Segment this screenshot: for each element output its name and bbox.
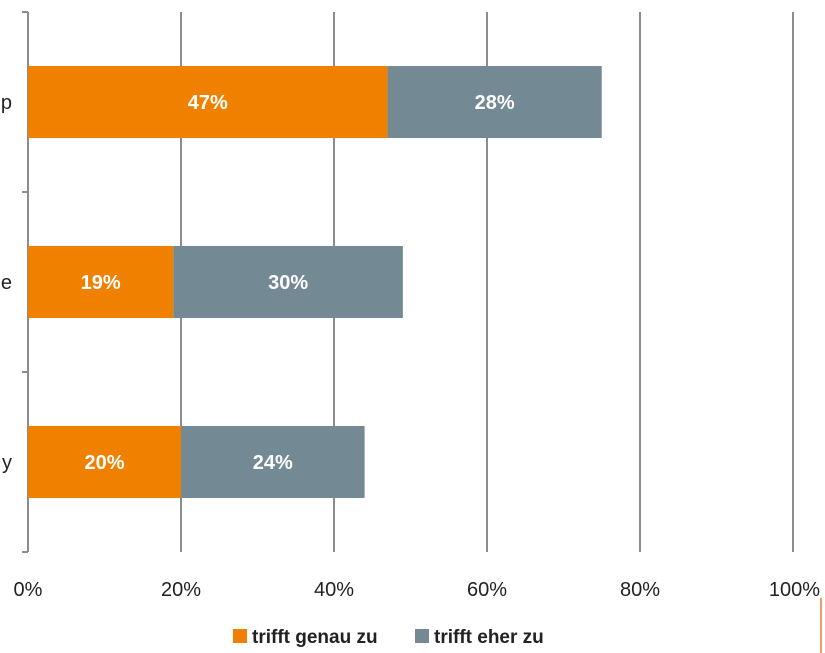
edge-decoration: [820, 598, 825, 653]
bar-1-1: [173, 246, 403, 318]
legend-swatch: [415, 629, 429, 643]
x-tick-label: 20%: [161, 579, 201, 601]
data-label: 47%: [188, 92, 228, 114]
category-label: p: [1, 92, 12, 114]
x-tick-label: 100%: [769, 579, 820, 601]
x-tick-label: 80%: [620, 579, 660, 601]
bar-1-0: [387, 66, 602, 138]
bars: 47% 28% 19% 30% 20% 24%: [28, 66, 602, 498]
bar-0-0: [28, 66, 388, 138]
x-tick-label: 40%: [314, 579, 354, 601]
data-label: 28%: [475, 92, 515, 114]
legend-label: trifft eher zu: [434, 627, 544, 648]
data-label: 20%: [84, 452, 124, 474]
category-label: y: [2, 452, 12, 474]
legend: trifft genau zu trifft eher zu: [233, 627, 544, 648]
data-label: 30%: [268, 272, 308, 294]
x-tick-labels: 0% 20% 40% 60% 80% 100%: [14, 579, 821, 601]
bar-1-2: [181, 426, 365, 498]
data-label: 24%: [253, 452, 293, 474]
legend-swatch: [233, 629, 247, 643]
category-label: e: [1, 272, 12, 294]
category-labels: p e y: [1, 92, 12, 474]
legend-label: trifft genau zu: [252, 627, 378, 648]
x-tick-label: 60%: [467, 579, 507, 601]
bar-0-2: [28, 426, 181, 498]
x-tick-label: 0%: [14, 579, 43, 601]
bar-0-1: [28, 246, 174, 318]
y-axis: [22, 11, 29, 553]
data-label: 19%: [81, 272, 121, 294]
